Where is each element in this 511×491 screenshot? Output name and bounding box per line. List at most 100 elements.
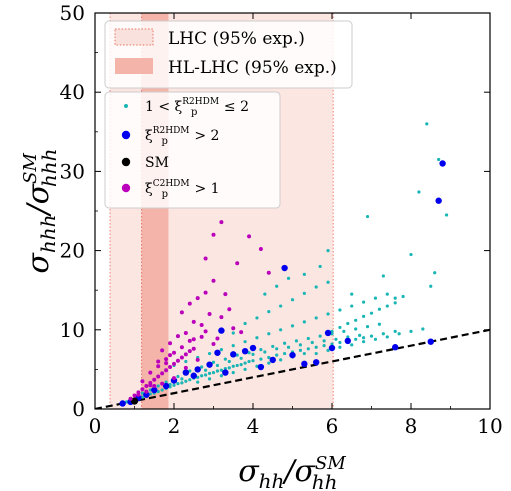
data-point bbox=[275, 353, 279, 357]
data-point bbox=[130, 397, 139, 405]
data-point bbox=[235, 363, 239, 368]
data-point bbox=[326, 249, 330, 253]
data-point bbox=[204, 373, 208, 377]
data-point bbox=[369, 311, 374, 315]
data-point bbox=[230, 351, 237, 358]
data-point bbox=[393, 301, 397, 305]
data-point bbox=[219, 374, 223, 378]
data-point bbox=[168, 365, 173, 370]
data-point bbox=[183, 352, 188, 357]
data-point bbox=[231, 331, 235, 335]
data-point bbox=[247, 234, 252, 239]
data-point bbox=[365, 325, 370, 329]
data-point bbox=[306, 347, 310, 351]
data-point bbox=[439, 160, 446, 167]
data-point bbox=[362, 336, 366, 340]
data-point bbox=[227, 359, 231, 364]
data-point bbox=[239, 330, 244, 335]
data-point bbox=[346, 335, 350, 339]
data-point bbox=[211, 360, 216, 364]
y-label-den-sup: SM bbox=[20, 153, 41, 184]
y-label-den: /σ bbox=[21, 182, 56, 217]
x-tick-label: 0 bbox=[89, 414, 102, 438]
x-label-den: /σ bbox=[281, 454, 316, 489]
data-point bbox=[164, 368, 169, 373]
data-point bbox=[175, 334, 180, 339]
data-point bbox=[125, 400, 129, 404]
data-point bbox=[354, 318, 358, 322]
data-point bbox=[164, 380, 168, 384]
legend-swatch-hllhc bbox=[115, 58, 153, 74]
data-point bbox=[207, 311, 212, 316]
data-point bbox=[184, 359, 188, 364]
data-point bbox=[338, 345, 342, 349]
data-point bbox=[156, 389, 160, 394]
reference-line bbox=[95, 328, 490, 409]
data-point bbox=[187, 349, 192, 354]
data-point bbox=[195, 296, 200, 301]
data-point bbox=[219, 220, 224, 225]
series-2 bbox=[130, 397, 139, 405]
data-point bbox=[267, 309, 271, 314]
data-point bbox=[215, 369, 220, 373]
y-axis-label: σhhh/σSMhhh bbox=[20, 148, 61, 273]
data-point bbox=[251, 359, 255, 363]
data-point bbox=[184, 379, 188, 383]
data-point bbox=[156, 364, 161, 369]
data-point bbox=[160, 348, 165, 353]
data-point bbox=[207, 377, 212, 381]
data-point bbox=[330, 329, 334, 333]
data-point bbox=[203, 290, 208, 295]
data-point bbox=[318, 264, 322, 269]
data-point bbox=[199, 323, 204, 328]
y-label-den-sub: hhh bbox=[37, 148, 61, 187]
data-point bbox=[143, 391, 150, 398]
data-point bbox=[239, 363, 243, 367]
data-point bbox=[326, 348, 330, 352]
data-point bbox=[183, 365, 188, 370]
x-tick-label: 6 bbox=[326, 414, 339, 438]
data-point bbox=[231, 370, 235, 375]
data-point bbox=[156, 359, 161, 364]
data-point bbox=[259, 357, 263, 361]
data-point bbox=[231, 344, 235, 348]
data-point bbox=[373, 296, 378, 300]
data-point bbox=[148, 370, 153, 375]
data-point bbox=[322, 339, 326, 343]
data-point bbox=[152, 384, 157, 389]
data-point bbox=[392, 344, 399, 351]
data-point bbox=[188, 369, 192, 373]
data-point bbox=[231, 364, 235, 368]
data-point bbox=[263, 350, 267, 354]
data-point bbox=[409, 329, 413, 333]
data-point bbox=[168, 353, 173, 358]
legend-marker-0 bbox=[124, 104, 128, 108]
data-point bbox=[204, 368, 208, 372]
data-point bbox=[267, 355, 271, 360]
data-point bbox=[243, 321, 247, 326]
data-point bbox=[421, 327, 425, 331]
x-axis-label: σhh/σSM hh bbox=[238, 453, 346, 491]
data-point bbox=[393, 329, 397, 333]
x-tick-label: 8 bbox=[405, 414, 418, 438]
data-point bbox=[401, 294, 405, 299]
data-point bbox=[215, 336, 220, 341]
data-point bbox=[302, 320, 306, 324]
data-point bbox=[176, 382, 180, 386]
x-tick-label: 2 bbox=[168, 414, 181, 438]
data-point bbox=[267, 332, 271, 336]
data-point bbox=[180, 381, 184, 385]
data-point bbox=[241, 347, 249, 355]
data-point bbox=[289, 351, 296, 359]
data-point bbox=[318, 334, 322, 338]
x-label-den-sup: SM bbox=[315, 453, 346, 474]
data-point bbox=[324, 329, 332, 337]
data-point bbox=[279, 328, 283, 332]
data-point bbox=[298, 348, 302, 352]
data-point bbox=[223, 292, 228, 297]
data-point bbox=[290, 324, 295, 328]
data-point bbox=[435, 197, 442, 204]
legend-marker-label-1: ξR2HDM p > 2 bbox=[145, 126, 219, 147]
data-point bbox=[306, 336, 310, 341]
data-point bbox=[263, 292, 267, 296]
